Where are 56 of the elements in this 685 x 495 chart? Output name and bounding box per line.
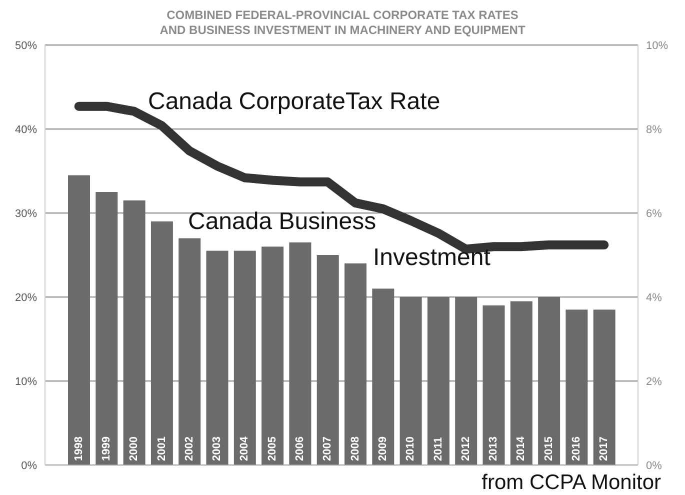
text: from CCPA Monitor (478, 471, 665, 495)
x-tick-label: 2014 (515, 436, 528, 461)
bar (372, 288, 394, 465)
y-tick-label: 20% (14, 292, 38, 304)
x-tick-label: 2002 (183, 436, 196, 461)
bar (178, 238, 201, 465)
bar (566, 310, 588, 465)
y2-tick-label: 10% (646, 40, 668, 52)
x-tick-label: 2000 (128, 436, 140, 461)
x-tick-label: 2011 (432, 437, 444, 461)
bar (538, 297, 560, 465)
x-tick-label: 2007 (322, 436, 334, 461)
bar (234, 250, 256, 465)
series-label: Canada CorporateTax Rate (148, 87, 442, 117)
series-label: Canada Business Investment (188, 208, 490, 271)
bar (289, 242, 312, 465)
y2-tick-label: 8% (646, 124, 662, 136)
y2-tick-label: 4% (646, 292, 662, 304)
x-tick-label: 1999 (100, 436, 112, 461)
bar (427, 297, 450, 465)
x-tick-label: 2003 (211, 436, 224, 461)
bar (400, 297, 422, 465)
y2-tick-label: 0% (646, 460, 662, 472)
x-tick-label: 1998 (72, 436, 85, 461)
bar (316, 255, 339, 465)
x-tick-label: 2008 (349, 436, 362, 461)
x-tick-label: 2013 (488, 436, 500, 461)
bar (482, 305, 505, 465)
x-tick-label: 2004 (238, 436, 251, 461)
y-tick-label: 30% (14, 208, 38, 220)
bar (123, 200, 146, 465)
x-tick-label: 2017 (598, 436, 610, 461)
x-tick-label: 2010 (404, 436, 417, 461)
x-tick-label: 2012 (460, 436, 472, 461)
bar (593, 310, 616, 465)
y-tick-label: 10% (14, 376, 38, 388)
x-tick-label: 2015 (542, 436, 555, 461)
x-tick-label: 2001 (156, 436, 168, 461)
x-tick-label: 2009 (376, 436, 389, 461)
y-tick-label: 0% (21, 460, 38, 472)
bar (68, 175, 90, 465)
bar (510, 301, 532, 465)
y2-tick-label: 2% (646, 376, 662, 388)
bar (455, 297, 478, 465)
bar (150, 221, 173, 465)
bar (344, 263, 366, 465)
bar (96, 192, 118, 465)
chart-title: COMBINED FEDERAL-PROVINCIAL CORPORATE TAX RATES AND BUSINESS INVESTMENT IN MACHINERY AND EQUIPMENT (158, 8, 526, 38)
x-tick-label: 2005 (266, 436, 278, 461)
y2-tick-label: 6% (646, 208, 662, 220)
y-tick-label: 50% (14, 40, 38, 52)
bar (262, 246, 284, 465)
x-tick-label: 2006 (294, 436, 306, 461)
bar (206, 250, 228, 465)
x-tick-label: 2016 (570, 436, 583, 461)
y-tick-label: 40% (14, 124, 38, 136)
